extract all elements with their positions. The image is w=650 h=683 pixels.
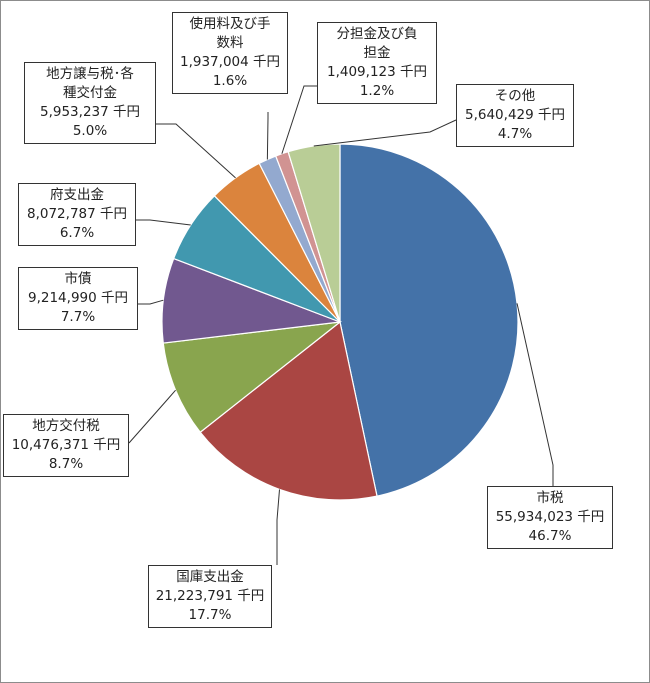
slice-national-treasury bbox=[199, 320, 378, 501]
label-national-treasury: 国庫支出金 21,223,791 千円 17.7% bbox=[148, 565, 272, 628]
label-other: その他 5,640,429 千円 4.7% bbox=[456, 84, 574, 147]
slice-local-allocation-tax bbox=[162, 321, 343, 434]
label-usage-fees: 使用料及び手 数料 1,937,004 千円 1.6% bbox=[172, 12, 288, 94]
label-city-tax: 市税 55,934,023 千円 46.7% bbox=[487, 486, 613, 549]
leader-line-local-transfer-tax bbox=[156, 123, 236, 179]
leader-line-other bbox=[313, 119, 457, 147]
label-contributions: 分担金及び負 担金 1,409,123 千円 1.2% bbox=[317, 22, 437, 104]
leader-line-prefectural-disbursements bbox=[136, 219, 191, 226]
label-local-transfer-tax: 地方譲与税･各 種交付金 5,953,237 千円 5.0% bbox=[24, 62, 156, 144]
label-municipal-bonds: 市債 9,214,990 千円 7.7% bbox=[18, 267, 138, 330]
leader-line-usage-fees bbox=[266, 112, 269, 160]
leader-line-contributions bbox=[281, 85, 317, 154]
leader-line-national-treasury bbox=[276, 489, 281, 565]
label-prefectural-disbursements: 府支出金 8,072,787 千円 6.7% bbox=[18, 183, 136, 246]
slice-city-tax bbox=[339, 143, 519, 497]
label-local-allocation-tax: 地方交付税 10,476,371 千円 8.7% bbox=[3, 414, 129, 477]
leader-line-city-tax bbox=[516, 303, 554, 486]
leader-line-local-allocation-tax bbox=[128, 389, 176, 444]
leader-line-municipal-bonds bbox=[138, 299, 164, 305]
